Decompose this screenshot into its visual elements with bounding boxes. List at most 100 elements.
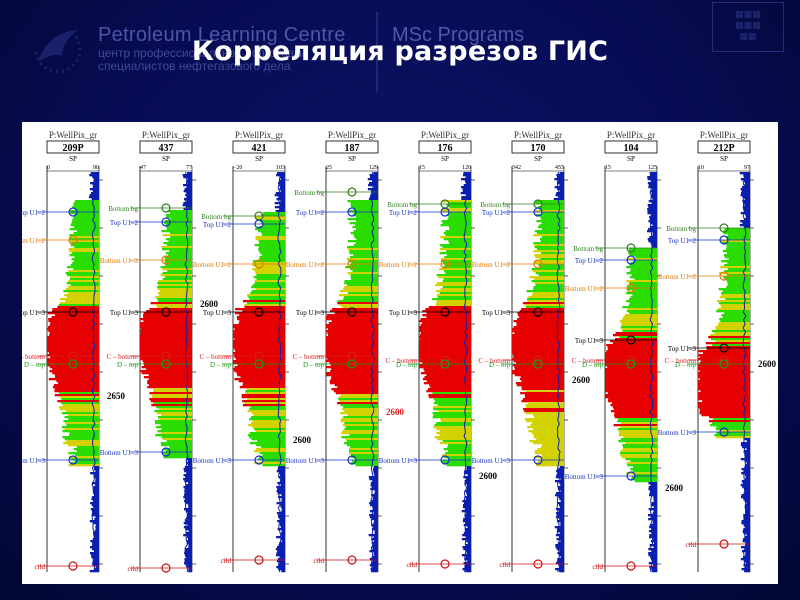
log-strip — [276, 174, 285, 177]
track-label: P:WellPix_gr — [514, 130, 562, 140]
log-strip — [160, 424, 192, 427]
log-strip — [234, 378, 285, 381]
log-strip — [91, 514, 99, 517]
depth-label: 2600 — [572, 375, 591, 385]
log-strip — [740, 188, 750, 191]
log-strip — [541, 444, 564, 447]
log-strip — [240, 376, 285, 379]
log-strip — [439, 244, 471, 247]
log-strip — [149, 392, 192, 395]
log-strip — [372, 468, 378, 471]
log-strip — [47, 362, 99, 365]
log-strip — [702, 352, 750, 355]
log-strip — [277, 558, 285, 561]
log-strip — [337, 386, 378, 389]
log-strip — [698, 350, 750, 353]
log-strip — [448, 240, 471, 243]
log-strip — [239, 386, 285, 389]
log-strip — [534, 244, 564, 247]
log-strip — [620, 438, 657, 441]
log-strip — [186, 192, 192, 195]
log-strip — [464, 502, 471, 505]
log-strip — [622, 330, 657, 333]
log-strip — [617, 428, 657, 431]
log-strip — [605, 368, 657, 371]
log-strip — [326, 340, 378, 343]
log-strip — [614, 414, 657, 417]
log-strip — [554, 526, 564, 529]
log-strip — [163, 448, 192, 451]
log-strip — [68, 292, 99, 295]
log-strip — [68, 456, 99, 459]
log-strip — [66, 282, 99, 285]
log-strip — [92, 176, 99, 179]
log-strip — [698, 368, 750, 371]
log-strip — [445, 230, 471, 233]
log-strip — [650, 214, 657, 217]
marker-label: Top U1–3 — [296, 309, 325, 317]
log-strip — [369, 196, 378, 199]
log-strip — [437, 438, 471, 441]
log-strip — [183, 562, 192, 565]
log-strip — [55, 376, 99, 379]
log-strip — [95, 516, 99, 519]
log-strip — [155, 434, 192, 437]
log-strip — [253, 276, 285, 279]
curve-name: SP — [69, 155, 77, 163]
log-strip — [341, 432, 378, 435]
log-strip — [58, 382, 99, 385]
marker-circle — [719, 223, 729, 233]
log-strip — [371, 192, 378, 195]
marker-label: cild — [221, 557, 232, 565]
log-strip — [422, 310, 471, 313]
log-strip — [559, 184, 564, 187]
log-strip — [555, 568, 564, 571]
log-strip — [419, 334, 471, 337]
log-strip — [433, 408, 471, 411]
log-strip — [744, 474, 750, 477]
log-strip — [93, 522, 99, 525]
log-strip — [58, 304, 99, 307]
log-strip — [538, 206, 564, 209]
marker-label: Top U1–3 — [389, 309, 418, 317]
log-strip — [521, 400, 564, 403]
log-strip — [535, 200, 564, 203]
log-strip — [605, 364, 657, 367]
log-strip — [448, 450, 471, 453]
log-strip — [64, 294, 99, 297]
log-strip — [279, 542, 285, 545]
log-strip — [184, 554, 192, 557]
log-strip — [166, 440, 192, 443]
log-strip — [463, 184, 471, 187]
log-strip — [516, 324, 564, 327]
log-strip — [68, 248, 99, 251]
log-strip — [649, 218, 657, 221]
log-strip — [605, 386, 657, 389]
log-strip — [442, 440, 471, 443]
log-strip — [254, 280, 285, 283]
log-strip — [326, 356, 378, 359]
log-strip — [258, 230, 285, 233]
log-strip — [70, 244, 99, 247]
log-strip — [353, 244, 378, 247]
log-strip — [374, 474, 378, 477]
log-strip — [372, 548, 378, 551]
log-strip — [372, 526, 378, 529]
log-strip — [349, 250, 378, 253]
log-strip — [560, 500, 564, 503]
well-name-box — [418, 140, 472, 154]
log-strip — [466, 540, 471, 543]
marker-circle — [440, 559, 450, 569]
marker-circle — [440, 207, 450, 217]
log-strip — [70, 236, 99, 239]
log-strip — [716, 310, 750, 313]
log-strip — [350, 274, 378, 277]
log-strip — [74, 226, 99, 229]
log-strip — [343, 406, 378, 409]
log-strip — [353, 230, 378, 233]
log-strip — [742, 200, 750, 203]
log-strip — [699, 356, 750, 359]
log-strip — [169, 212, 192, 215]
log-strip — [744, 500, 750, 503]
log-strip — [339, 396, 378, 399]
